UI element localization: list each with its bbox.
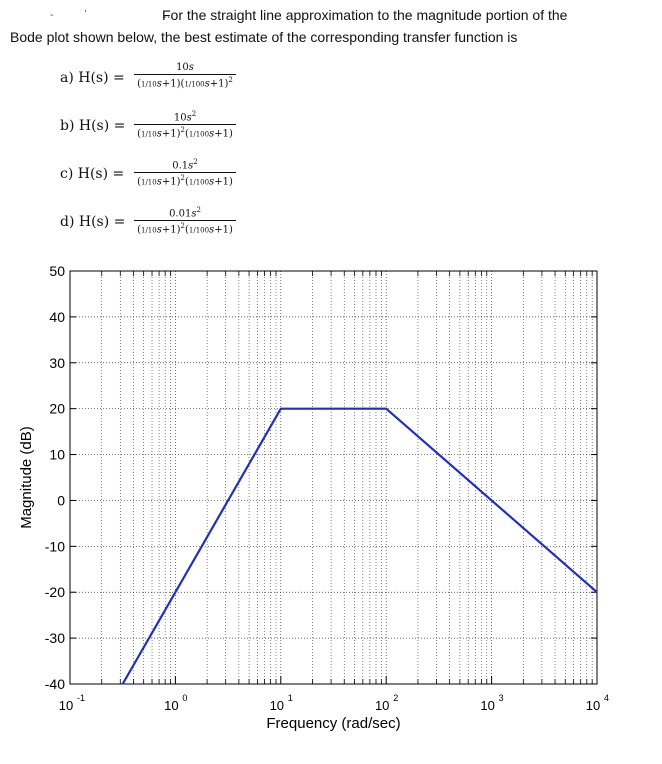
x-tick-exponent: 2 <box>393 693 398 703</box>
option-b-label: b) H(s) = <box>60 118 126 134</box>
y-tick-label: 40 <box>49 309 65 325</box>
option-c-fraction: 0.1s2 (1/10s+1)2(1/100s+1) <box>134 158 236 188</box>
y-tick-label: 0 <box>57 492 65 508</box>
magnitude-line <box>121 407 598 685</box>
option-a-numerator: 10s <box>176 62 194 73</box>
option-d-numerator: 0.01s2 <box>169 206 201 220</box>
y-tick-label: -20 <box>45 584 65 600</box>
option-a-label: a) H(s) = <box>60 70 125 86</box>
x-tick-label: 10 <box>270 698 284 713</box>
x-tick-exponent: 4 <box>604 693 609 703</box>
option-b-fraction: 10s2 (1/10s+1)2(1/100s+1) <box>134 110 236 140</box>
plot-frame <box>69 270 598 685</box>
option-c-numerator: 0.1s2 <box>172 158 198 172</box>
option-b-denominator: (1/10s+1)2(1/100s+1) <box>137 126 233 140</box>
x-tick-exponent: -1 <box>77 693 85 703</box>
option-a-denominator: (1/10s+1)(1/100s+1)2 <box>137 76 233 90</box>
x-tick-exponent: 3 <box>499 693 504 703</box>
axis-labels: 10 -1 10 0 10 1 10 2 10 3 10 4 50 40 30 20 10 0 -10 -20 -30 -… <box>18 263 609 732</box>
option-c-denominator: (1/10s+1)2(1/100s+1) <box>137 174 233 188</box>
option-b-numerator: 10s2 <box>173 110 197 124</box>
x-tick-label: 10 <box>480 698 494 713</box>
option-a-fraction: 10s (1/10s+1)(1/100s+1)2 <box>134 62 236 89</box>
question-text: For the straight line approximation to t… <box>10 4 640 48</box>
y-tick-label: 30 <box>49 355 65 371</box>
y-tick-label: 10 <box>49 447 65 463</box>
option-c-label: c) H(s) = <box>60 166 125 182</box>
question-line-2: Bode plot shown below, the best estimate… <box>10 29 518 45</box>
x-tick-label: 10 <box>375 698 389 713</box>
plot-series <box>121 407 598 685</box>
question-line-1: For the straight line approximation to t… <box>162 7 568 23</box>
option-d-denominator: (1/10s+1)2(1/100s+1) <box>137 222 233 236</box>
option-d-label: d) H(s) = <box>60 214 126 230</box>
x-tick-label: 10 <box>586 698 600 713</box>
y-tick-label: -10 <box>45 538 65 554</box>
scan-marks: ‐ ʼ ‥ <box>50 9 171 21</box>
x-tick-label: 10 <box>59 698 73 713</box>
x-axis-label: Frequency (rad/sec) <box>266 715 400 732</box>
x-tick-label: 10 <box>164 698 178 713</box>
axis-ticks <box>69 270 598 685</box>
option-d-fraction: 0.01s2 (1/10s+1)2(1/100s+1) <box>134 206 236 236</box>
x-tick-exponent: 1 <box>288 693 293 703</box>
y-tick-label: 50 <box>49 263 65 279</box>
y-tick-label: -40 <box>45 676 65 692</box>
y-axis-label: Magnitude (dB) <box>18 426 35 529</box>
plot-grid <box>69 270 598 685</box>
y-tick-label: 20 <box>49 401 65 417</box>
y-tick-label: -30 <box>45 630 65 646</box>
x-tick-exponent: 0 <box>182 693 187 703</box>
